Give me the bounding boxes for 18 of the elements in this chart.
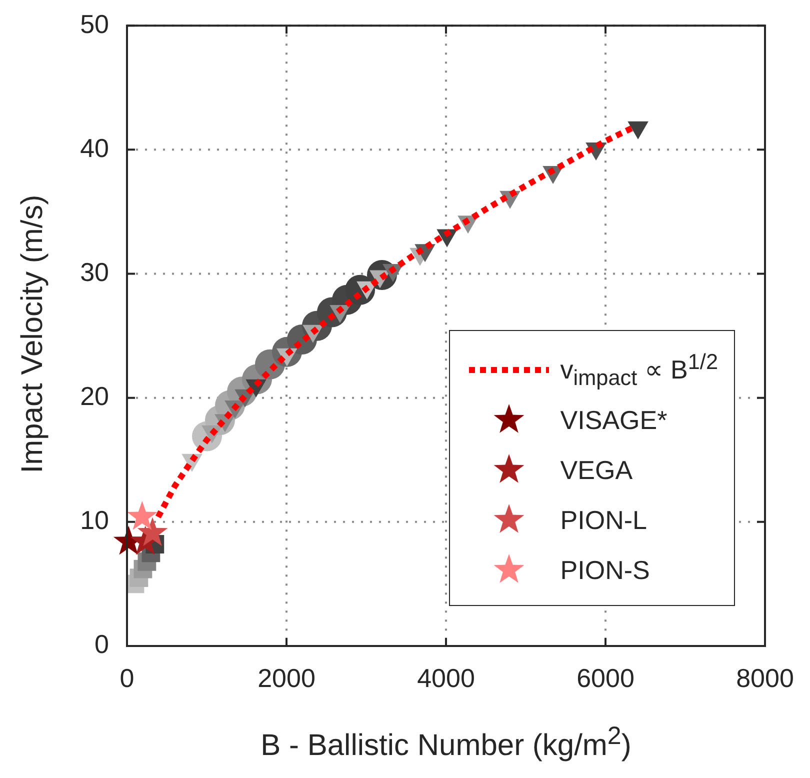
legend-label: VEGA <box>560 454 633 486</box>
x-tick-label: 2000 <box>258 662 316 693</box>
x-tick-label: 0 <box>120 662 134 693</box>
y-tick-label: 0 <box>94 629 109 660</box>
legend-label: PION-S <box>560 554 650 586</box>
x-tick-label: 6000 <box>576 662 634 693</box>
y-tick-label: 50 <box>80 8 109 39</box>
y-axis-title: Impact Velocity (m/s) <box>16 194 50 473</box>
legend-label: PION-L <box>560 504 647 536</box>
y-tick-label: 30 <box>80 256 109 287</box>
x-tick-label: 4000 <box>417 662 475 693</box>
x-tick-label: 8000 <box>736 662 794 693</box>
y-tick-label: 40 <box>80 132 109 163</box>
legend-label: VISAGE* <box>560 404 668 436</box>
y-tick-label: 20 <box>80 381 109 412</box>
legend-label: v$_{impact}$ ∝ B$^{1/2}$ <box>560 349 718 391</box>
x-axis-title: B - Ballistic Number (kg/m$^{2}$) <box>260 722 632 763</box>
y-tick-label: 10 <box>80 505 109 536</box>
